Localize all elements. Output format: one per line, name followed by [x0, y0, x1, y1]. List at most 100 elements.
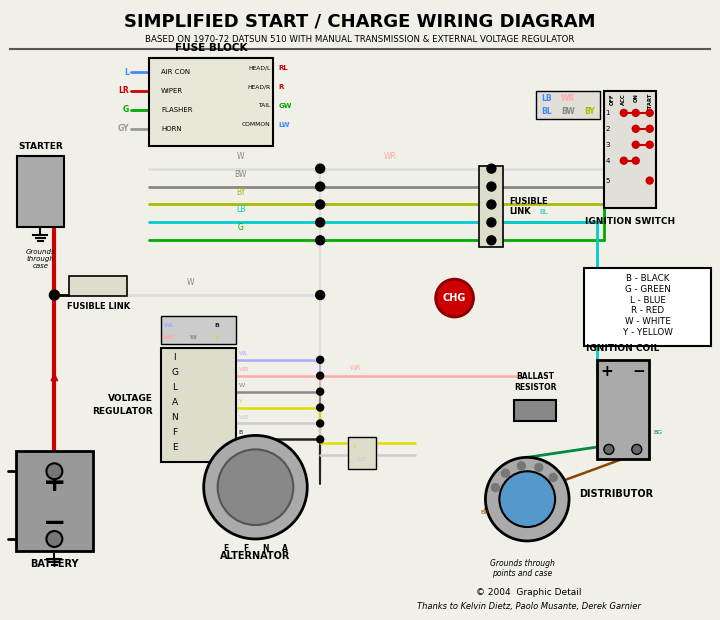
Text: B: B — [215, 324, 219, 329]
FancyBboxPatch shape — [348, 438, 376, 469]
Circle shape — [317, 436, 324, 443]
Text: 3: 3 — [606, 142, 610, 148]
Circle shape — [632, 141, 639, 148]
Text: W: W — [237, 152, 244, 161]
Text: IGNITION COIL: IGNITION COIL — [586, 344, 660, 353]
Text: LB: LB — [236, 205, 246, 215]
Text: I: I — [174, 353, 176, 362]
Text: G - GREEN: G - GREEN — [625, 285, 670, 294]
Circle shape — [632, 109, 639, 117]
Text: BR: BR — [480, 510, 489, 515]
Text: BY: BY — [236, 187, 246, 197]
Text: 2: 2 — [606, 126, 610, 132]
Text: HORN: HORN — [161, 126, 181, 132]
Circle shape — [621, 157, 627, 164]
Circle shape — [487, 182, 496, 191]
Text: BL: BL — [539, 210, 548, 215]
Text: WL: WL — [238, 351, 248, 356]
FancyBboxPatch shape — [480, 166, 503, 247]
Text: 1: 1 — [606, 110, 610, 116]
Text: L: L — [124, 68, 129, 77]
Circle shape — [317, 356, 324, 363]
Text: WB: WB — [187, 324, 199, 329]
FancyBboxPatch shape — [514, 400, 556, 422]
Text: LB: LB — [541, 94, 552, 104]
Circle shape — [487, 200, 496, 209]
Text: W - WHITE: W - WHITE — [625, 317, 670, 327]
Circle shape — [46, 463, 63, 479]
FancyBboxPatch shape — [597, 360, 649, 459]
FancyBboxPatch shape — [69, 276, 127, 296]
Circle shape — [317, 404, 324, 411]
FancyBboxPatch shape — [149, 58, 274, 146]
Text: N: N — [262, 544, 269, 553]
Text: +: + — [42, 469, 66, 497]
Text: +: + — [600, 364, 613, 379]
Text: HEAD/R: HEAD/R — [247, 84, 271, 89]
Text: F: F — [172, 428, 177, 437]
Text: F: F — [243, 544, 248, 553]
Text: BALLAST
RESISTOR: BALLAST RESISTOR — [514, 372, 557, 392]
Text: BATTERY: BATTERY — [30, 559, 78, 569]
Text: ACC: ACC — [621, 93, 626, 105]
Text: A: A — [282, 544, 288, 553]
Text: E: E — [172, 443, 178, 452]
Text: IGNITION SWITCH: IGNITION SWITCH — [585, 218, 675, 226]
Text: N: N — [171, 413, 179, 422]
Text: ON: ON — [634, 93, 638, 102]
Text: GW: GW — [279, 103, 292, 109]
Text: B - BLACK: B - BLACK — [626, 273, 670, 283]
FancyBboxPatch shape — [584, 268, 711, 346]
Text: Y: Y — [353, 445, 357, 450]
Circle shape — [647, 125, 653, 132]
Text: WIPER: WIPER — [161, 88, 183, 94]
Circle shape — [317, 420, 324, 427]
Circle shape — [46, 531, 63, 547]
Circle shape — [492, 484, 500, 492]
Text: −: − — [632, 364, 645, 379]
Circle shape — [647, 109, 653, 117]
Text: LW: LW — [279, 122, 290, 128]
Text: WL: WL — [163, 324, 174, 329]
Text: L: L — [172, 383, 177, 392]
Text: DISTRIBUTOR: DISTRIBUTOR — [579, 489, 653, 499]
Text: FLASHER: FLASHER — [161, 107, 192, 113]
Circle shape — [487, 218, 496, 227]
Text: WR: WR — [561, 94, 575, 104]
Circle shape — [315, 236, 325, 245]
Circle shape — [604, 445, 614, 454]
Circle shape — [315, 218, 325, 227]
Circle shape — [315, 200, 325, 209]
Circle shape — [50, 290, 59, 300]
Text: B: B — [238, 430, 243, 435]
Text: © 2004  Graphic Detail: © 2004 Graphic Detail — [477, 588, 582, 597]
Circle shape — [518, 462, 526, 470]
Text: WR: WR — [238, 366, 249, 372]
Text: COMMON: COMMON — [242, 122, 271, 127]
Text: Y: Y — [238, 399, 243, 404]
Text: FUSIBLE LINK: FUSIBLE LINK — [67, 302, 130, 311]
Circle shape — [204, 435, 307, 539]
Text: FUSIBLE
LINK: FUSIBLE LINK — [509, 197, 548, 216]
Circle shape — [436, 279, 474, 317]
Text: BW: BW — [234, 170, 247, 179]
Text: WR: WR — [350, 365, 361, 371]
Circle shape — [632, 157, 639, 164]
Circle shape — [485, 458, 569, 541]
Text: HEAD/L: HEAD/L — [248, 66, 271, 71]
Text: CHG: CHG — [443, 293, 467, 303]
Text: Thanks to Kelvin Dietz, Paolo Musante, Derek Garnier: Thanks to Kelvin Dietz, Paolo Musante, D… — [418, 602, 642, 611]
Text: ALTERNATOR: ALTERNATOR — [220, 551, 291, 561]
Circle shape — [315, 164, 325, 173]
Circle shape — [317, 388, 324, 395]
Text: BY: BY — [584, 107, 595, 117]
Circle shape — [549, 474, 557, 481]
FancyBboxPatch shape — [536, 91, 600, 119]
Text: TAIL: TAIL — [258, 104, 271, 108]
Circle shape — [535, 463, 543, 471]
Text: START: START — [647, 93, 652, 112]
Text: W: W — [189, 335, 196, 340]
Text: A: A — [172, 398, 178, 407]
FancyBboxPatch shape — [604, 91, 656, 208]
Text: 4: 4 — [606, 157, 610, 164]
